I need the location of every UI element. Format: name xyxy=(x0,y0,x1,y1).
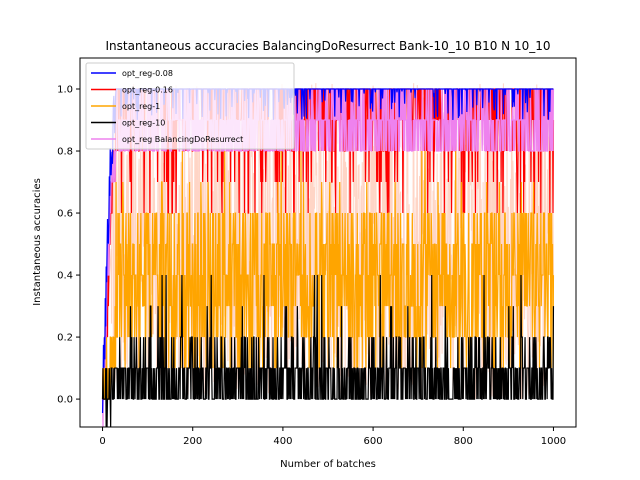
y-axis-label: Instantaneous accuracies xyxy=(32,178,43,306)
y-tick-label: 0.8 xyxy=(57,147,73,158)
series-line-2 xyxy=(101,151,555,400)
legend-label: opt_reg-10 xyxy=(122,119,165,128)
y-tick-label: 1.0 xyxy=(57,85,73,96)
series-line-3 xyxy=(101,275,555,427)
legend-label: opt_reg-0.16 xyxy=(122,86,173,95)
legend-box xyxy=(85,62,295,150)
x-tick-label: 400 xyxy=(273,436,292,447)
x-axis-ticks: 0 200 400 600 800 1000 xyxy=(99,427,566,447)
y-tick-label: 0.4 xyxy=(57,271,73,282)
legend-label: opt_reg-0.08 xyxy=(122,69,173,78)
y-axis-ticks: 0.0 0.2 0.4 0.6 0.8 1.0 xyxy=(57,85,80,406)
x-tick-label: 200 xyxy=(183,436,202,447)
x-axis-label: Number of batches xyxy=(280,459,376,470)
x-tick-label: 0 xyxy=(99,436,105,447)
x-tick-label: 600 xyxy=(364,436,383,447)
x-tick-label: 1000 xyxy=(541,436,566,447)
y-tick-label: 0.2 xyxy=(57,333,73,344)
plot-frame xyxy=(79,57,577,428)
x-tick-label: 800 xyxy=(454,436,473,447)
y-tick-label: 0.6 xyxy=(57,209,73,220)
legend-label: opt_reg BalancingDoResurrect xyxy=(122,135,243,144)
legend: opt_reg-0.08 opt_reg-0.16 opt_reg-1 opt_reg… xyxy=(85,62,295,150)
y-tick-label: 0.0 xyxy=(57,395,73,406)
legend-label: opt_reg-1 xyxy=(122,102,160,111)
chart-title: Instantaneous accuracies BalancingDoResu… xyxy=(106,39,551,53)
